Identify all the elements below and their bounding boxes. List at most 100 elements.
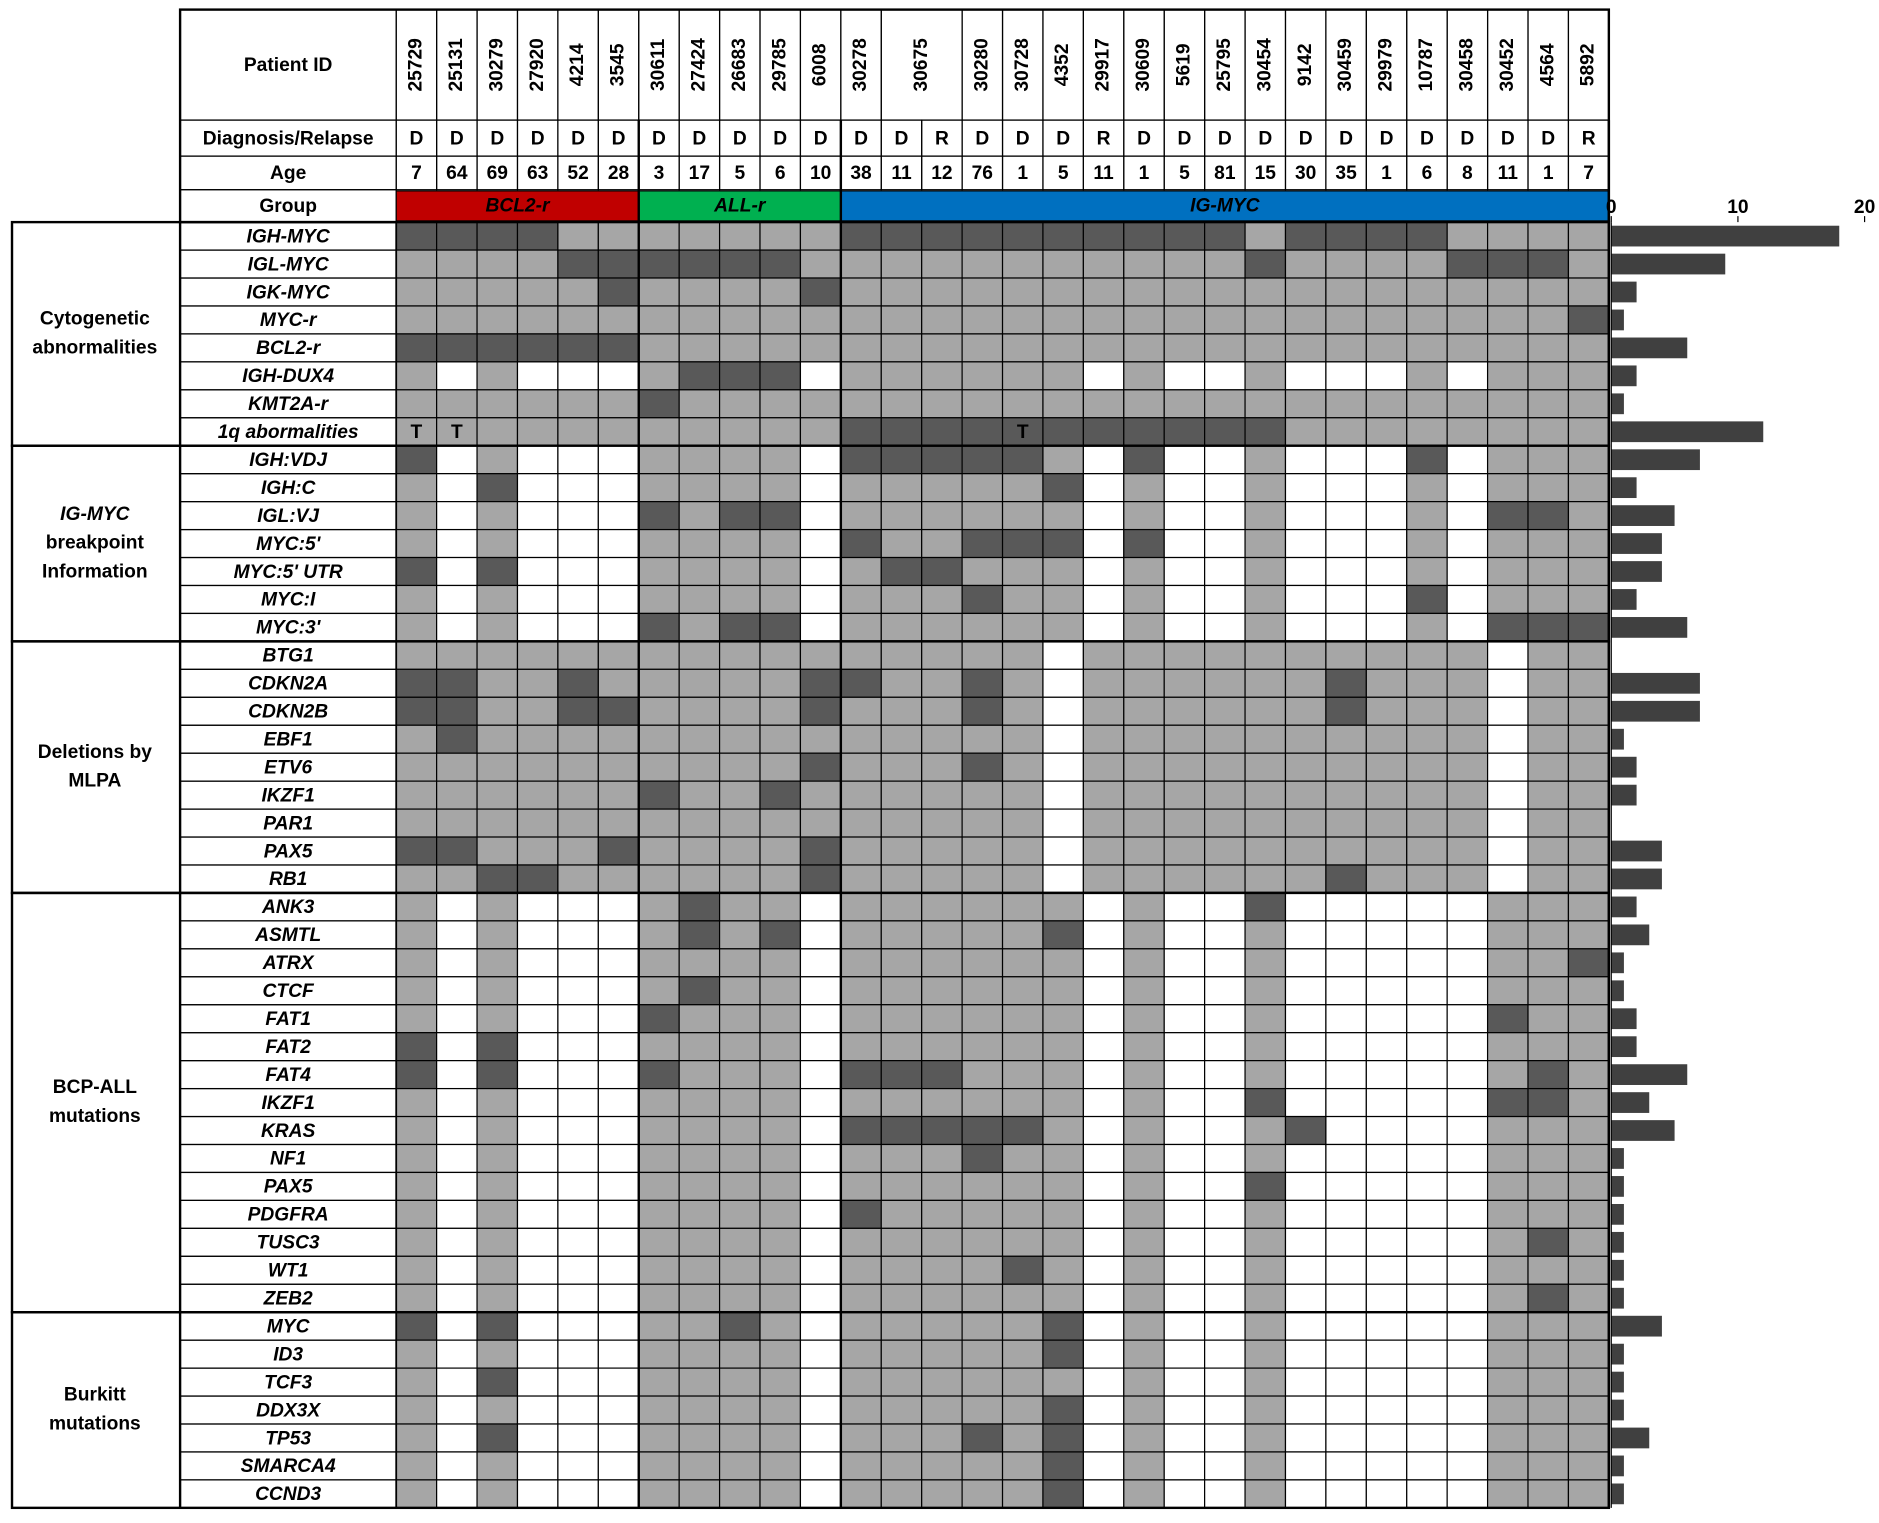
count-bar <box>1611 672 1700 694</box>
cell <box>921 1423 963 1453</box>
cell <box>1163 277 1206 307</box>
cell <box>1446 277 1489 307</box>
cell <box>880 1339 923 1369</box>
cell <box>557 864 599 894</box>
cell <box>678 305 721 335</box>
cell <box>1284 1227 1327 1257</box>
bar-axis-tick-label: 20 <box>1854 197 1875 218</box>
cell <box>1567 333 1610 363</box>
cell <box>921 221 963 251</box>
header-label: Diagnosis/Relapse <box>203 128 374 149</box>
cell <box>1204 556 1246 587</box>
row-label: ATRX <box>262 953 315 974</box>
patient-id: 4214 <box>567 43 588 86</box>
cell <box>921 696 963 726</box>
cell <box>1163 1227 1206 1257</box>
cell <box>516 1032 559 1062</box>
cell <box>961 976 1004 1006</box>
cell <box>1001 780 1044 810</box>
cell <box>718 584 761 615</box>
row-label: TUSC3 <box>257 1233 320 1254</box>
cell <box>1001 640 1044 670</box>
cell <box>759 640 802 670</box>
cell <box>476 389 519 419</box>
diagnosis: D <box>854 128 868 149</box>
cell <box>557 445 599 475</box>
cell <box>1082 1087 1125 1118</box>
cell <box>880 696 923 726</box>
cell <box>638 417 680 447</box>
count-bar <box>1611 589 1637 610</box>
group-label: BCL2-r <box>485 196 551 217</box>
cell <box>1325 864 1367 894</box>
cell <box>921 1032 963 1062</box>
cell <box>516 473 559 503</box>
cell <box>1284 864 1327 894</box>
cell <box>1325 305 1367 335</box>
cell <box>1567 305 1610 335</box>
cell <box>395 221 438 251</box>
cell <box>1163 445 1206 475</box>
cell <box>1527 501 1570 531</box>
cell <box>840 305 882 335</box>
cell <box>759 864 802 894</box>
patient-id: 10787 <box>1416 38 1437 91</box>
cell <box>1567 892 1610 922</box>
cell <box>638 696 680 726</box>
cell <box>1527 1171 1570 1201</box>
cell <box>840 473 882 503</box>
cell <box>718 221 761 251</box>
cell <box>1325 221 1367 251</box>
cell <box>1446 389 1489 419</box>
patient-id: 25131 <box>446 38 467 92</box>
cell <box>395 752 438 782</box>
cell <box>1486 808 1529 838</box>
cell <box>1042 389 1084 419</box>
cell <box>597 780 640 810</box>
cell <box>799 249 842 279</box>
cell <box>678 1423 721 1453</box>
cell <box>1446 1423 1489 1453</box>
cell <box>1244 1423 1287 1453</box>
cell <box>1406 1479 1448 1509</box>
cell <box>1244 389 1287 419</box>
cell <box>880 612 923 642</box>
cell <box>1486 696 1529 726</box>
cell <box>516 501 559 531</box>
cell <box>799 976 842 1006</box>
patient-id: 30458 <box>1456 38 1477 92</box>
cell <box>1042 1423 1084 1453</box>
cell <box>1082 892 1125 922</box>
cell <box>840 948 882 978</box>
cell <box>1001 1451 1044 1481</box>
cell <box>1123 501 1165 531</box>
cell <box>1325 473 1367 503</box>
cell <box>476 1311 519 1341</box>
row-label: BTG1 <box>263 646 314 667</box>
cell <box>1204 948 1246 978</box>
cell <box>1042 808 1084 838</box>
cell <box>1365 556 1408 587</box>
cell <box>799 1171 842 1201</box>
cell <box>921 249 963 279</box>
cell <box>436 584 478 615</box>
cell <box>1082 528 1125 559</box>
cell <box>557 1367 599 1397</box>
cell <box>1082 1115 1125 1146</box>
cell <box>1284 724 1327 754</box>
cell <box>395 1004 438 1034</box>
cell <box>1163 556 1206 587</box>
cell <box>1082 1060 1125 1090</box>
cell <box>476 1060 519 1090</box>
cell <box>436 1004 478 1034</box>
cell <box>1365 724 1408 754</box>
cell <box>1446 892 1489 922</box>
row-label: MYC-r <box>260 310 318 331</box>
cell <box>597 1479 640 1509</box>
cell <box>880 445 923 475</box>
cell <box>1001 1395 1044 1425</box>
cell <box>1567 920 1610 950</box>
cell <box>1486 780 1529 810</box>
cell <box>1527 389 1570 419</box>
cell <box>1082 389 1125 419</box>
